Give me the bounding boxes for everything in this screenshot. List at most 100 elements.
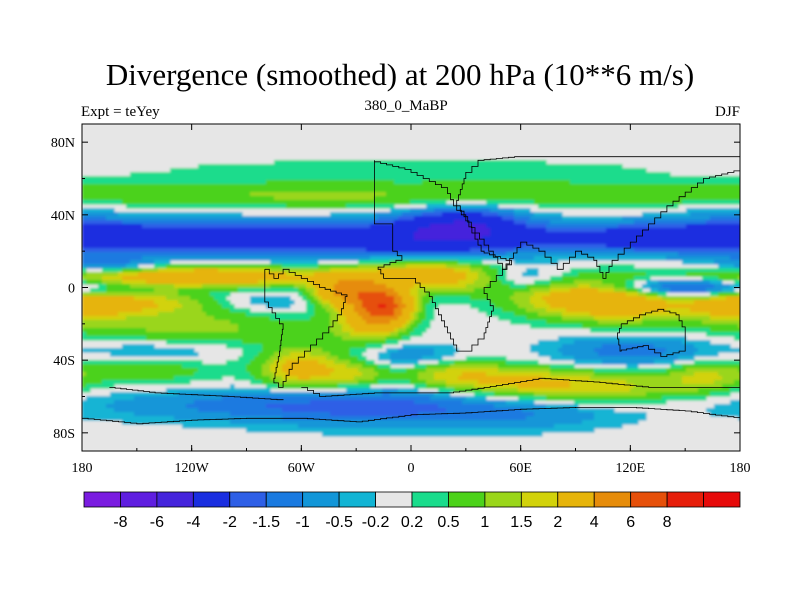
- field-cell: [370, 160, 375, 165]
- field-cell: [210, 176, 215, 181]
- field-cell: [146, 204, 151, 209]
- field-cell: [286, 284, 291, 289]
- field-cell: [710, 180, 715, 185]
- field-cell: [402, 236, 407, 241]
- field-cell: [154, 212, 159, 217]
- field-cell: [86, 260, 91, 265]
- field-cell: [686, 244, 691, 249]
- field-cell: [542, 200, 547, 205]
- field-cell: [658, 272, 663, 277]
- field-cell: [362, 196, 367, 201]
- field-cell: [670, 216, 675, 221]
- field-cell: [254, 248, 259, 253]
- field-cell: [182, 240, 187, 245]
- field-cell: [202, 172, 207, 177]
- field-cell: [298, 216, 303, 221]
- field-cell: [374, 176, 379, 181]
- field-cell: [146, 288, 151, 293]
- field-cell: [590, 288, 595, 293]
- field-cell: [634, 196, 639, 201]
- field-cell: [206, 212, 211, 217]
- field-cell: [666, 280, 671, 285]
- field-cell: [86, 176, 91, 181]
- field-cell: [130, 188, 135, 193]
- field-cell: [678, 252, 683, 257]
- field-cell: [310, 196, 315, 201]
- field-cell: [142, 236, 147, 241]
- field-cell: [510, 184, 515, 189]
- field-cell: [506, 168, 511, 173]
- field-cell: [658, 212, 663, 217]
- field-cell: [198, 248, 203, 253]
- field-cell: [694, 236, 699, 241]
- field-cell: [630, 268, 635, 273]
- field-cell: [242, 232, 247, 237]
- field-cell: [366, 196, 371, 201]
- field-cell: [522, 256, 527, 261]
- field-cell: [362, 172, 367, 177]
- field-cell: [670, 272, 675, 277]
- field-cell: [366, 224, 371, 229]
- field-cell: [702, 228, 707, 233]
- field-cell: [646, 284, 651, 289]
- field-cell: [454, 276, 459, 281]
- field-cell: [522, 292, 527, 297]
- field-cell: [702, 200, 707, 205]
- field-cell: [582, 168, 587, 173]
- field-cell: [362, 176, 367, 181]
- field-cell: [462, 268, 467, 273]
- field-cell: [314, 196, 319, 201]
- field-cell: [206, 200, 211, 205]
- field-cell: [198, 292, 203, 297]
- field-cell: [678, 244, 683, 249]
- field-cell: [330, 272, 335, 277]
- field-cell: [186, 224, 191, 229]
- field-cell: [470, 208, 475, 213]
- field-cell: [530, 248, 535, 253]
- field-cell: [142, 292, 147, 297]
- field-cell: [322, 284, 327, 289]
- field-cell: [714, 284, 719, 289]
- field-cell: [190, 292, 195, 297]
- field-cell: [722, 208, 727, 213]
- field-cell: [306, 272, 311, 277]
- field-cell: [390, 244, 395, 249]
- field-cell: [230, 172, 235, 177]
- field-cell: [302, 192, 307, 197]
- field-cell: [218, 188, 223, 193]
- field-cell: [370, 204, 375, 209]
- field-cell: [622, 228, 627, 233]
- field-cell: [370, 220, 375, 225]
- field-cell: [478, 216, 483, 221]
- field-cell: [638, 256, 643, 261]
- field-cell: [706, 224, 711, 229]
- field-cell: [602, 172, 607, 177]
- field-cell: [358, 280, 363, 285]
- field-cell: [574, 224, 579, 229]
- field-cell: [190, 272, 195, 277]
- field-cell: [298, 236, 303, 241]
- field-cell: [98, 264, 103, 269]
- field-cell: [362, 160, 367, 165]
- field-cell: [126, 228, 131, 233]
- field-cell: [558, 252, 563, 257]
- field-cell: [334, 168, 339, 173]
- field-cell: [506, 284, 511, 289]
- field-cell: [322, 200, 327, 205]
- field-cell: [614, 220, 619, 225]
- field-cell: [662, 176, 667, 181]
- field-cell: [402, 208, 407, 213]
- field-cell: [586, 248, 591, 253]
- field-cell: [574, 220, 579, 225]
- field-cell: [566, 284, 571, 289]
- field-cell: [670, 224, 675, 229]
- field-cell: [598, 280, 603, 285]
- field-cell: [686, 256, 691, 261]
- field-cell: [370, 180, 375, 185]
- field-cell: [302, 292, 307, 297]
- field-cell: [442, 220, 447, 225]
- field-cell: [570, 280, 575, 285]
- field-cell: [118, 228, 123, 233]
- field-cell: [450, 228, 455, 233]
- field-cell: [678, 220, 683, 225]
